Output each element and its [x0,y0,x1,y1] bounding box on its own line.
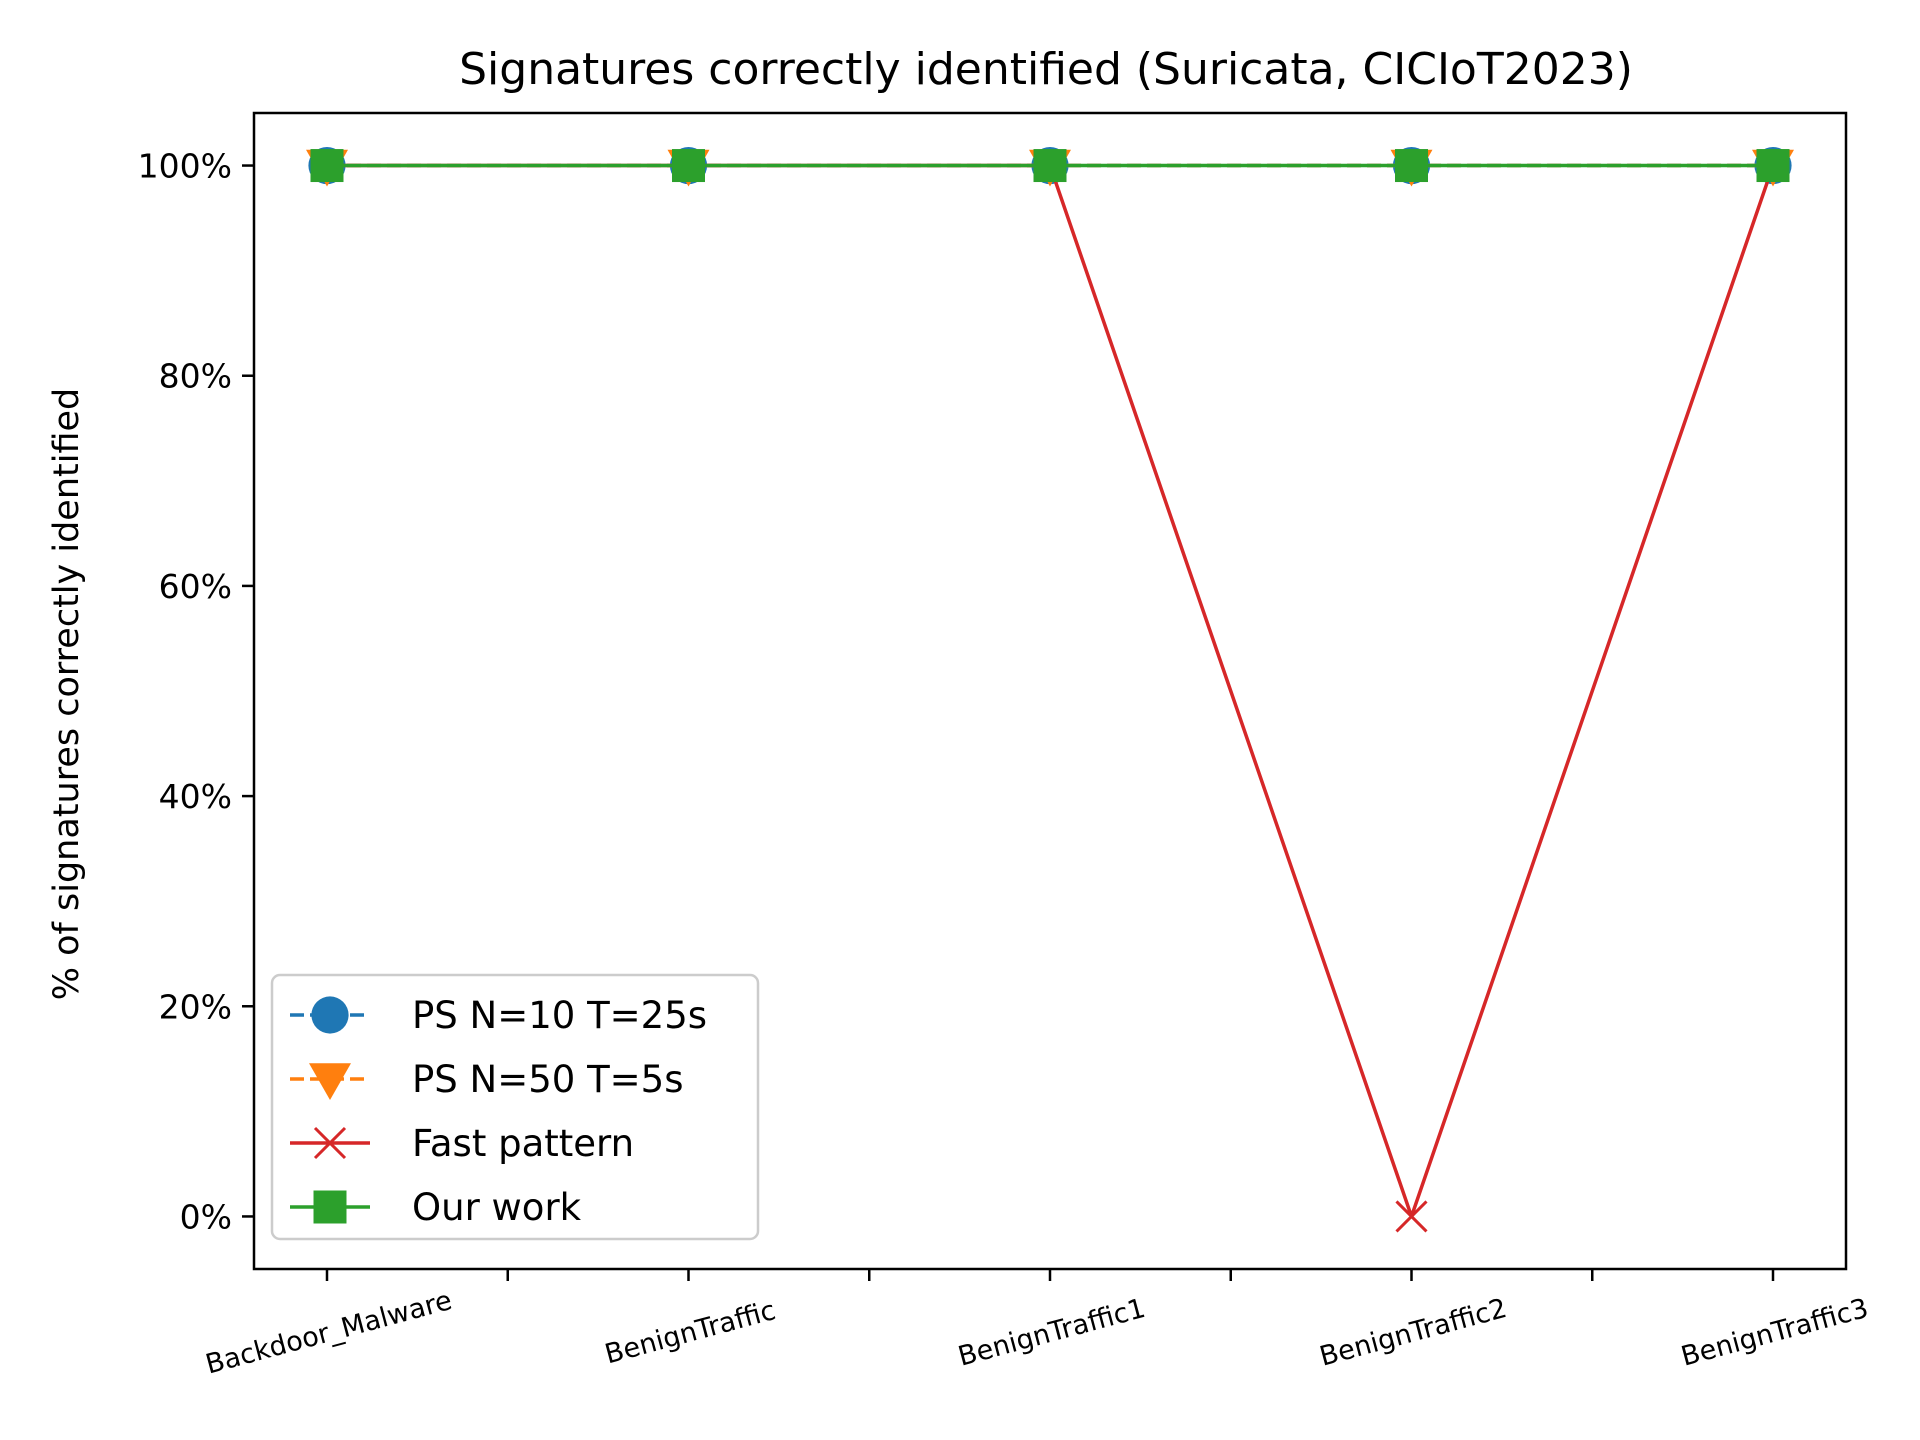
legend-entry: PS N=10 T=25s [290,994,707,1037]
data-point [313,1126,347,1160]
y-tick-label: 80% [159,357,232,396]
legend-box [270,973,760,1241]
legend-label: Our work [412,1186,582,1229]
y-tick-label: 20% [159,987,232,1026]
data-point [672,149,705,183]
x-tick-label: BenignTraffic2 [1316,1293,1510,1373]
legend-entry: Our work [290,1186,582,1229]
legend-label: PS N=10 T=25s [412,994,707,1037]
data-point [1395,149,1428,183]
y-tick-label: 40% [159,777,232,816]
y-tick-label: 100% [138,147,232,186]
x-tick-label: BenignTraffic3 [1678,1293,1872,1373]
legend-label: PS N=50 T=5s [412,1058,684,1101]
chart-title: Signatures correctly identified (Suricat… [459,44,1633,95]
y-tick-label: 60% [159,567,232,606]
x-tick-label: Backdoor_Malware [202,1285,455,1381]
y-tick-label: 0% [180,1197,232,1236]
plot-area [306,146,1794,1233]
data-point [1395,1200,1428,1233]
series-our-work [310,149,1790,183]
data-point [310,149,344,183]
y-axis-label: % of signatures correctly identified [47,388,87,1000]
x-tick-label: BenignTraffic [602,1295,779,1370]
legend-entry: PS N=50 T=5s [290,1058,684,1101]
legend-label: Fast pattern [412,1122,634,1165]
data-point [1756,149,1790,183]
data-point [309,1063,351,1100]
data-point [311,996,349,1034]
legend-entry: Fast pattern [290,1122,634,1165]
x-tick-label: BenignTraffic1 [955,1293,1149,1373]
data-point [1033,149,1067,183]
legend: PS N=10 T=25s PS N=50 T=5s Fast pattern Our… [270,973,760,1241]
data-point [313,1190,347,1224]
